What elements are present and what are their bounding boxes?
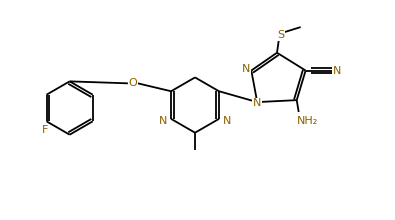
- Text: N: N: [333, 66, 341, 75]
- Text: F: F: [42, 125, 49, 135]
- Text: S: S: [277, 30, 284, 40]
- Text: O: O: [128, 78, 137, 88]
- Text: NH₂: NH₂: [297, 116, 318, 126]
- Text: N: N: [159, 116, 167, 126]
- Text: N: N: [253, 98, 261, 108]
- Text: N: N: [223, 116, 231, 126]
- Text: N: N: [242, 64, 250, 73]
